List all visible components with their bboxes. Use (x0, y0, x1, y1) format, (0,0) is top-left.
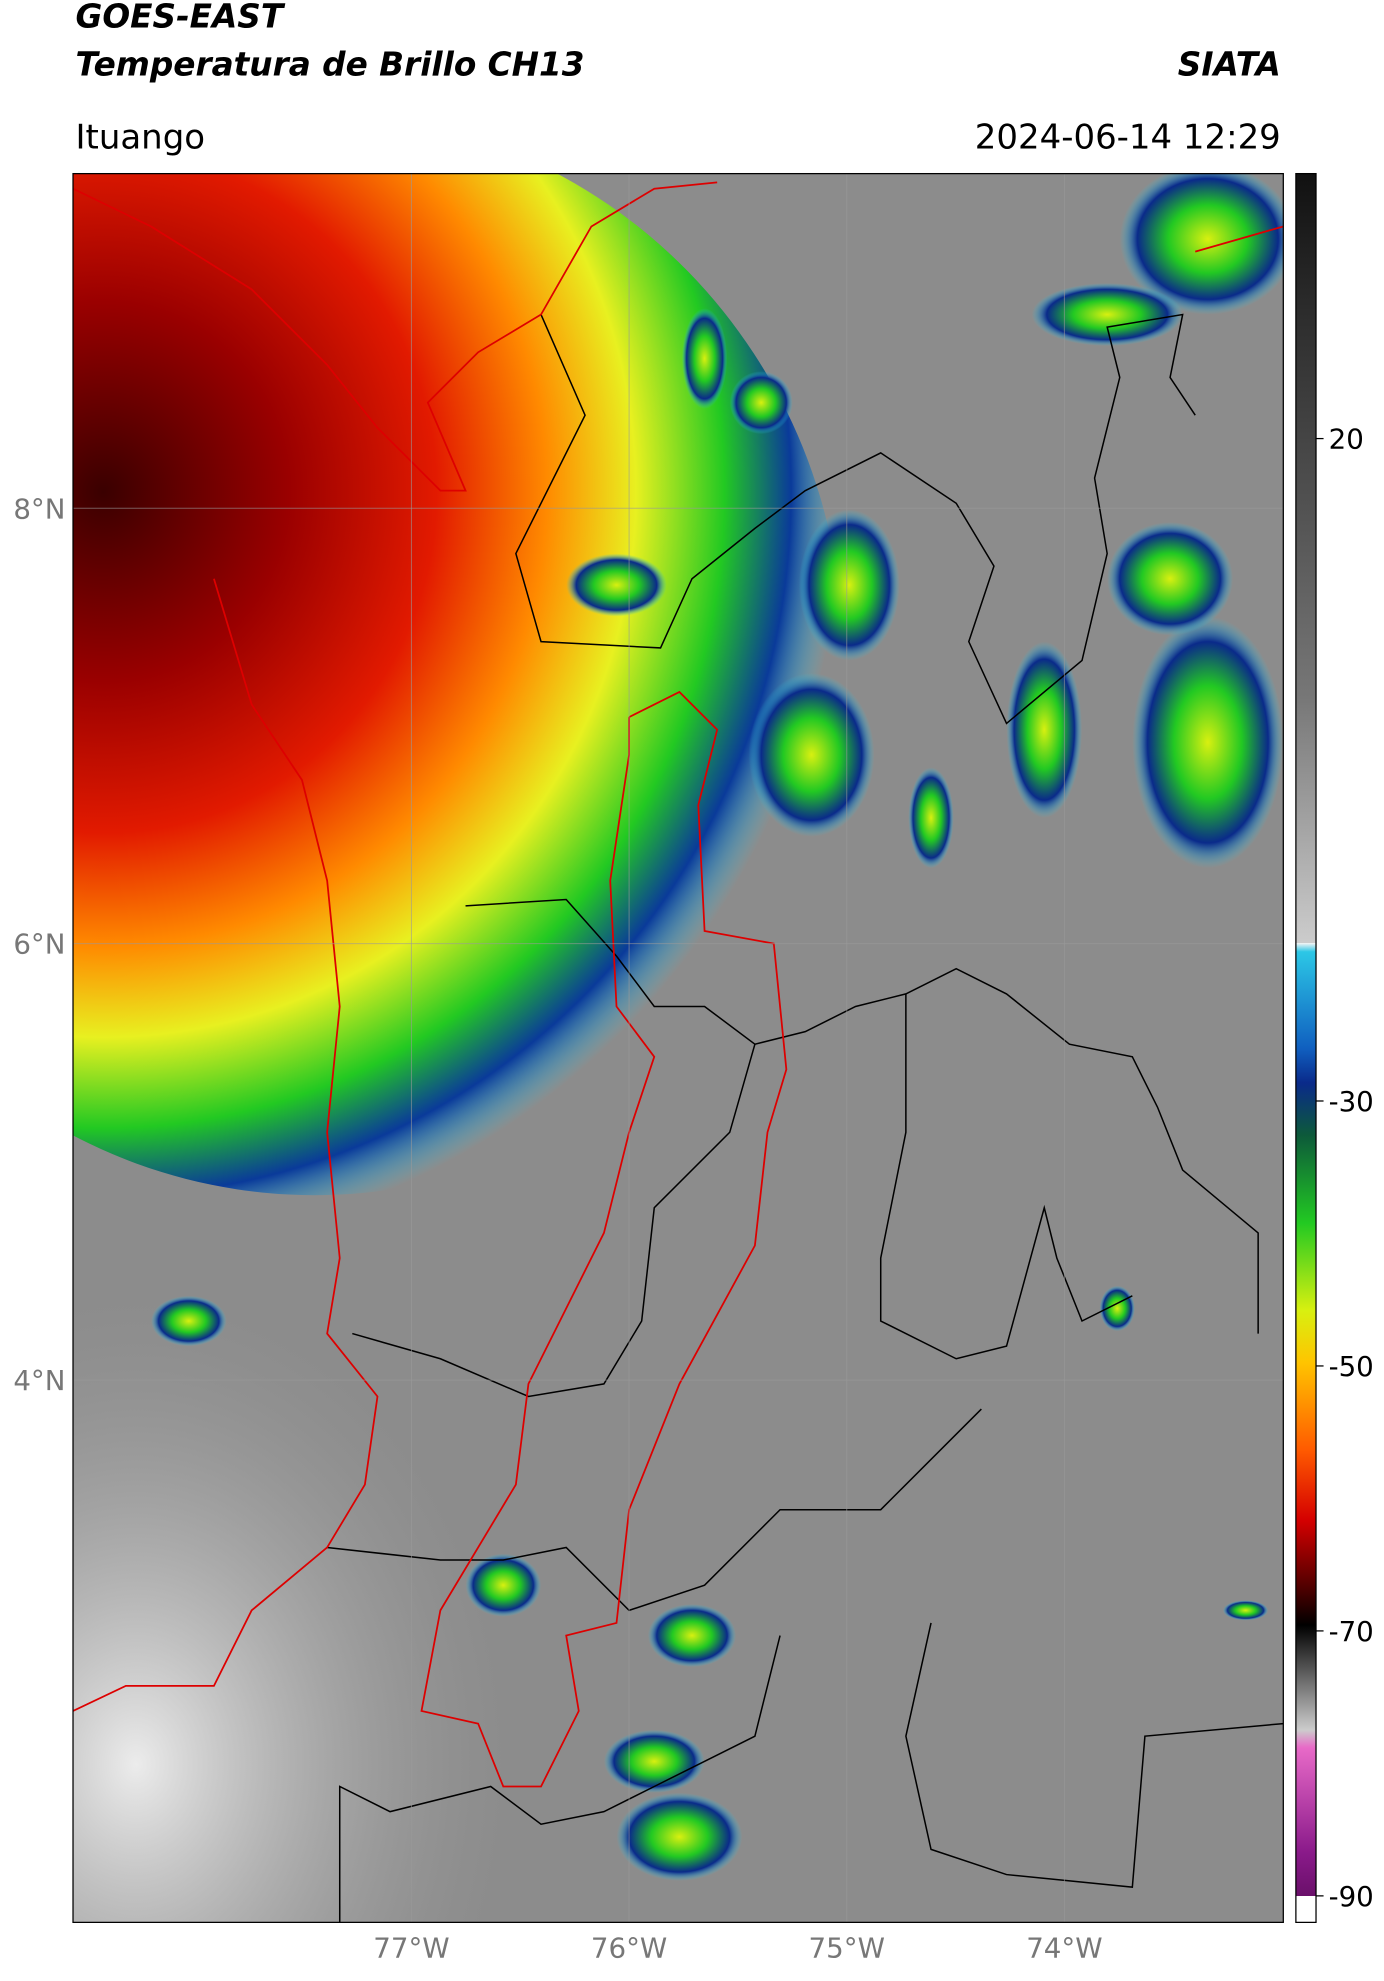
datetime: 2024-06-14 12:29 (975, 117, 1281, 157)
lon-label: 74°W (1026, 1932, 1102, 1965)
location: Ituango (76, 117, 206, 157)
map-frame (72, 172, 1284, 1924)
colorbar-tick-label: -90 (1329, 1880, 1374, 1913)
colorbar-tick-label: -70 (1329, 1615, 1374, 1648)
lat-label: 4°N (13, 1364, 65, 1397)
title: GOES-EAST (76, 0, 286, 36)
graticule (73, 173, 1284, 1923)
lon-label: 75°W (809, 1932, 885, 1965)
colorbar-tick-label: -30 (1329, 1085, 1374, 1118)
lat-label: 6°N (13, 928, 65, 961)
colorbar-tick-label: 20 (1329, 423, 1364, 456)
colorbar-tick-label: -50 (1329, 1350, 1374, 1383)
lon-label: 77°W (373, 1932, 449, 1965)
satellite-image (73, 173, 1284, 1923)
brand: SIATA (1178, 45, 1281, 83)
lat-label: 8°N (13, 492, 65, 525)
lon-label: 76°W (591, 1932, 667, 1965)
title: Temperatura de Brillo CH13 (76, 45, 585, 83)
colorbar (1295, 172, 1317, 1924)
